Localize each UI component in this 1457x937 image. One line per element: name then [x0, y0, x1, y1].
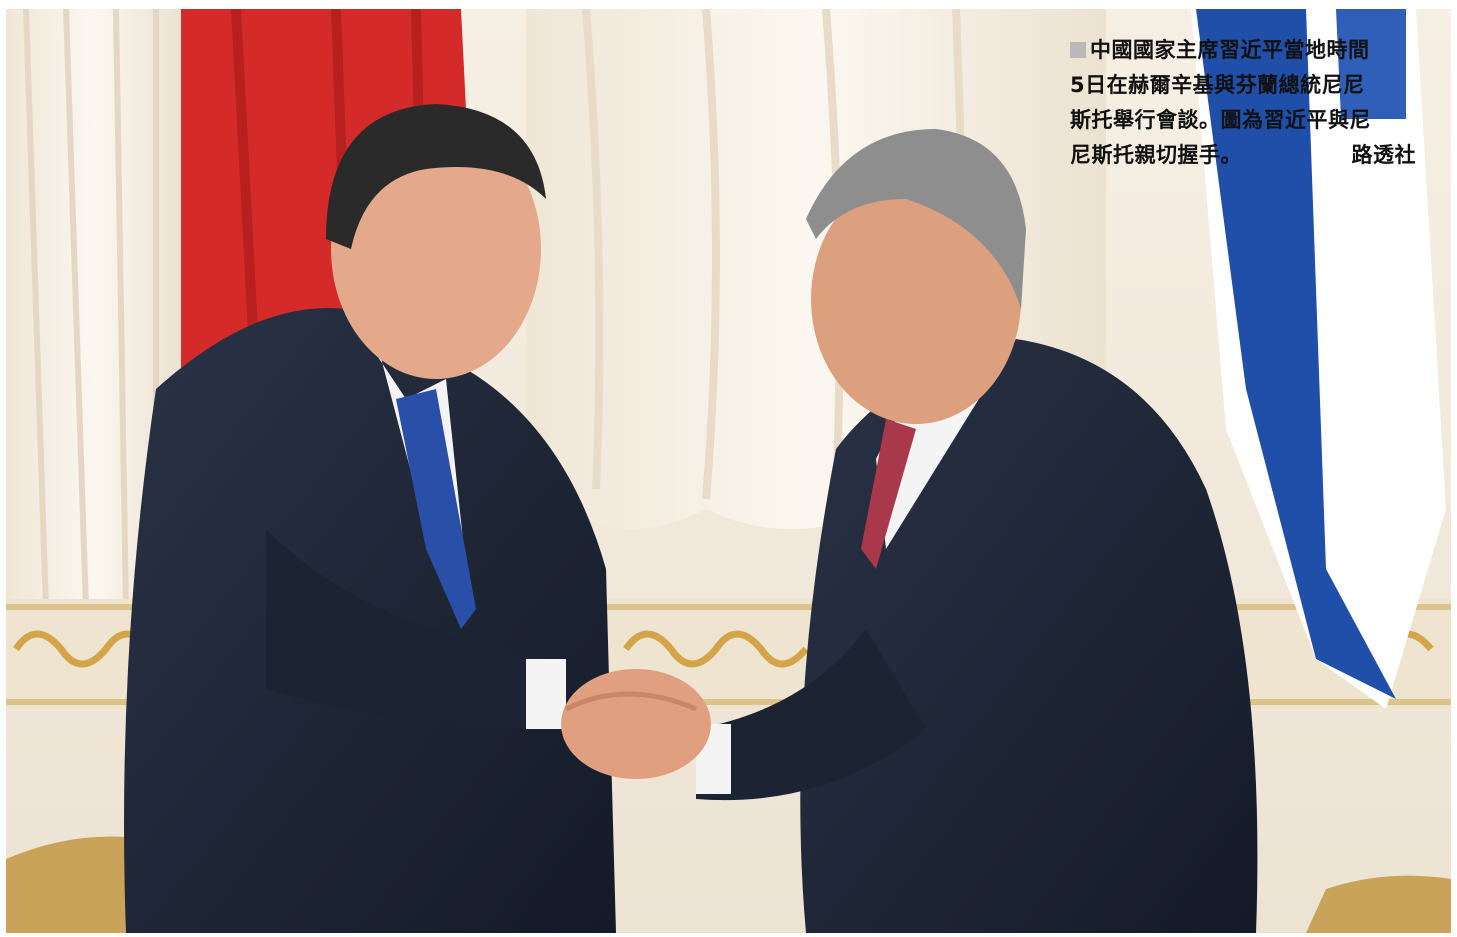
- caption-line-3: 斯托舉行會談。圖為習近平與尼: [1070, 108, 1371, 132]
- caption-line-1-text: 中國國家主席習近平當地時間: [1090, 38, 1370, 62]
- left-person: [124, 104, 616, 933]
- photo-caption: 中國國家主席習近平當地時間 5日在赫爾辛基與芬蘭總統尼尼 斯托舉行會談。圖為習近…: [1070, 33, 1420, 173]
- caption-line-1: 中國國家主席習近平當地時間: [1070, 33, 1420, 68]
- caption-marker-icon: [1070, 42, 1086, 58]
- handshake: [561, 669, 711, 779]
- right-chair: [1306, 875, 1451, 933]
- news-photo: [6, 9, 1451, 933]
- caption-line-4: 尼斯托親切握手。 路透社: [1070, 138, 1416, 173]
- right-person: [696, 129, 1258, 933]
- photo-credit: 路透社: [1351, 143, 1416, 167]
- caption-line-2: 5日在赫爾辛基與芬蘭總統尼尼: [1070, 73, 1365, 97]
- left-chair: [6, 836, 146, 933]
- caption-last-line: 尼斯托親切握手。: [1070, 143, 1242, 167]
